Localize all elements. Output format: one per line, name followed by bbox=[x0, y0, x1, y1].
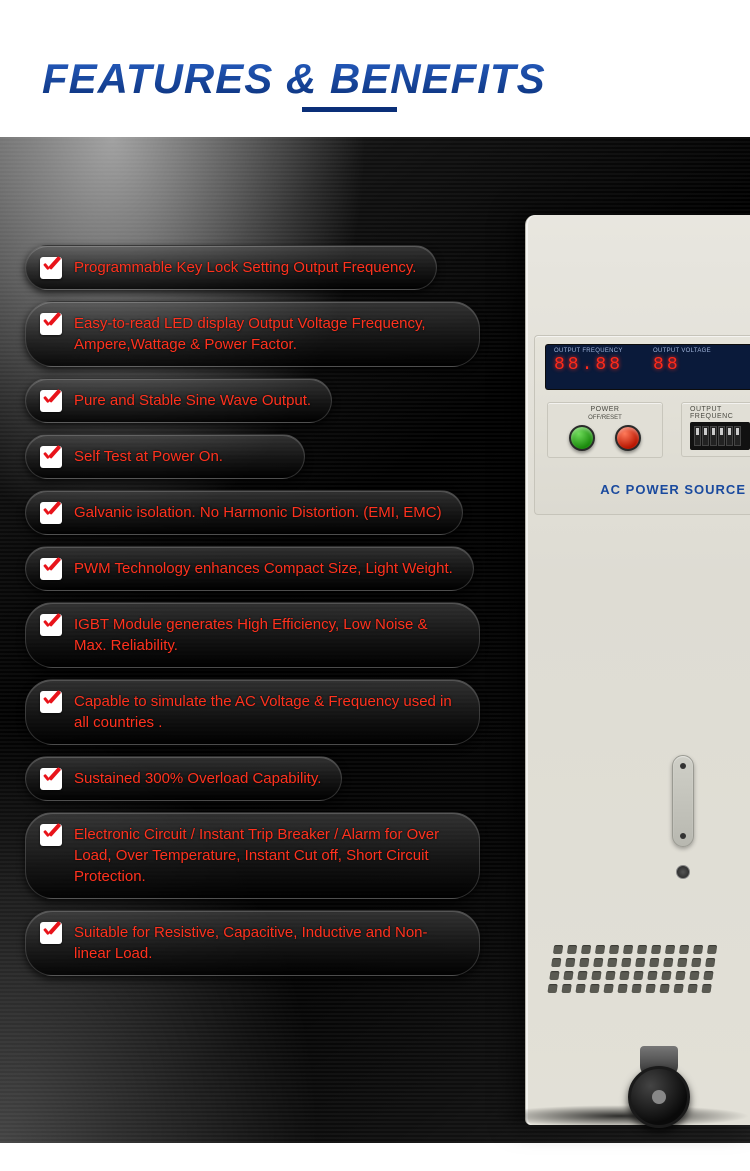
feature-text: Programmable Key Lock Setting Output Fre… bbox=[74, 259, 416, 276]
check-icon bbox=[40, 446, 62, 468]
dip-switches[interactable] bbox=[690, 422, 750, 450]
feature-text: Pure and Stable Sine Wave Output. bbox=[74, 392, 311, 409]
feature-item: Programmable Key Lock Setting Output Fre… bbox=[25, 245, 437, 290]
power-control-group: POWER OFF/RESET bbox=[547, 402, 663, 458]
power-sublabel: OFF/RESET bbox=[556, 415, 654, 421]
feature-item: Capable to simulate the AC Voltage & Fre… bbox=[25, 679, 480, 745]
led-freq-label: OUTPUT FREQUENCY bbox=[554, 348, 623, 354]
feature-item: Sustained 300% Overload Capability. bbox=[25, 756, 342, 801]
keyhole-icon bbox=[676, 865, 690, 879]
title-underline bbox=[302, 107, 397, 112]
feature-item: Galvanic isolation. No Harmonic Distorti… bbox=[25, 490, 463, 535]
caster-wheel bbox=[618, 1046, 700, 1128]
power-label: POWER bbox=[556, 406, 654, 413]
feature-item: Suitable for Resistive, Capacitive, Indu… bbox=[25, 910, 480, 976]
ventilation-grille bbox=[546, 945, 724, 1005]
feature-text: PWM Technology enhances Compact Size, Li… bbox=[74, 560, 453, 577]
features-list: Programmable Key Lock Setting Output Fre… bbox=[0, 137, 480, 976]
feature-text: Easy-to-read LED display Output Voltage … bbox=[74, 315, 426, 353]
freq-label: OUTPUT FREQUENC bbox=[690, 406, 750, 420]
device-control-panel: OUTPUT FREQUENCY 88.88 OUTPUT VOLTAGE 88… bbox=[534, 335, 750, 515]
led-volt-value: 88 bbox=[653, 356, 711, 374]
led-freq-value: 88.88 bbox=[554, 356, 623, 374]
check-icon bbox=[40, 824, 62, 846]
check-icon bbox=[40, 558, 62, 580]
feature-text: Capable to simulate the AC Voltage & Fre… bbox=[74, 693, 452, 731]
check-icon bbox=[40, 390, 62, 412]
power-on-button[interactable] bbox=[569, 425, 595, 451]
door-handle[interactable] bbox=[672, 755, 694, 847]
power-off-button[interactable] bbox=[615, 425, 641, 451]
feature-text: Galvanic isolation. No Harmonic Distorti… bbox=[74, 504, 442, 521]
check-icon bbox=[40, 768, 62, 790]
freq-control-group: OUTPUT FREQUENC bbox=[681, 402, 750, 457]
feature-text: Suitable for Resistive, Capacitive, Indu… bbox=[74, 924, 428, 962]
feature-item: Pure and Stable Sine Wave Output. bbox=[25, 378, 332, 423]
check-icon bbox=[40, 502, 62, 524]
check-icon bbox=[40, 614, 62, 636]
feature-item: Self Test at Power On. bbox=[25, 434, 305, 479]
feature-text: Self Test at Power On. bbox=[74, 448, 223, 465]
feature-text: Sustained 300% Overload Capability. bbox=[74, 770, 321, 787]
device-model-label: AC POWER SOURCE bbox=[545, 482, 750, 497]
check-icon bbox=[40, 922, 62, 944]
feature-item: IGBT Module generates High Efficiency, L… bbox=[25, 602, 480, 668]
header: FEATURES & BENEFITS bbox=[0, 0, 750, 137]
check-icon bbox=[40, 691, 62, 713]
led-display: OUTPUT FREQUENCY 88.88 OUTPUT VOLTAGE 88 bbox=[545, 344, 750, 390]
device-cabinet: OUTPUT FREQUENCY 88.88 OUTPUT VOLTAGE 88… bbox=[525, 215, 750, 1125]
led-volt-label: OUTPUT VOLTAGE bbox=[653, 348, 711, 354]
page-title: FEATURES & BENEFITS bbox=[42, 55, 750, 103]
feature-item: Easy-to-read LED display Output Voltage … bbox=[25, 301, 480, 367]
check-icon bbox=[40, 257, 62, 279]
check-icon bbox=[40, 313, 62, 335]
main-panel: OUTPUT FREQUENCY 88.88 OUTPUT VOLTAGE 88… bbox=[0, 137, 750, 1143]
feature-item: PWM Technology enhances Compact Size, Li… bbox=[25, 546, 474, 591]
feature-text: Electronic Circuit / Instant Trip Breake… bbox=[74, 826, 439, 885]
feature-text: IGBT Module generates High Efficiency, L… bbox=[74, 616, 428, 654]
feature-item: Electronic Circuit / Instant Trip Breake… bbox=[25, 812, 480, 899]
